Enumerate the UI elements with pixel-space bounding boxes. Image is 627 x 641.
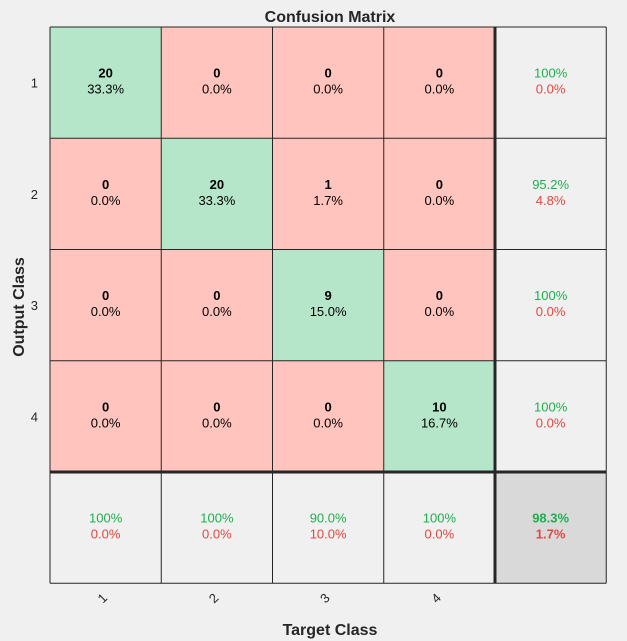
cell-count: 0 — [436, 288, 443, 303]
overall-accuracy: 98.3% — [532, 511, 569, 526]
col-summary-incorrect: 10.0% — [310, 527, 347, 542]
cell-count: 0 — [213, 66, 220, 81]
row-summary-cell — [495, 27, 607, 139]
y-tick-label: 4 — [31, 409, 38, 424]
cell-percent: 0.0% — [91, 304, 121, 319]
x-tick-label: 3 — [317, 590, 333, 606]
overall-cell — [495, 472, 607, 584]
col-summary-cell — [50, 472, 162, 584]
x-axis-label: Target Class — [283, 622, 378, 639]
cell-count: 20 — [210, 177, 224, 192]
row-summary-correct: 100% — [534, 288, 568, 303]
matrix-cell — [272, 138, 384, 250]
matrix-cell — [272, 249, 384, 361]
cell-percent: 0.0% — [202, 304, 232, 319]
col-summary-correct: 100% — [200, 511, 234, 526]
matrix-cell — [161, 360, 273, 472]
row-summary-cell — [495, 360, 607, 472]
cell-count: 10 — [432, 399, 446, 414]
matrix-cell — [161, 138, 273, 250]
cell-count: 0 — [213, 288, 220, 303]
cell-percent: 0.0% — [425, 193, 455, 208]
row-summary-correct: 95.2% — [532, 177, 569, 192]
matrix-cell — [272, 360, 384, 472]
col-summary-incorrect: 0.0% — [202, 527, 232, 542]
chart-title: Confusion Matrix — [265, 9, 396, 26]
row-summary-cell — [495, 249, 607, 361]
matrix-cell — [383, 27, 495, 139]
tick-labels: 1 2 3 4 1 2 3 4 — [31, 76, 444, 606]
y-tick-label: 1 — [31, 76, 38, 91]
cell-percent: 0.0% — [313, 415, 343, 430]
cell-count: 0 — [102, 399, 109, 414]
cell-percent: 15.0% — [310, 304, 347, 319]
matrix-cell — [272, 27, 384, 139]
cell-count: 0 — [436, 177, 443, 192]
matrix-cell — [161, 249, 273, 361]
row-summary-cell — [495, 138, 607, 250]
cell-count: 9 — [325, 288, 332, 303]
row-summary-correct: 100% — [534, 399, 568, 414]
x-tick-label: 2 — [206, 590, 222, 606]
cell-percent: 33.3% — [87, 82, 124, 97]
matrix-cell — [383, 249, 495, 361]
col-summary-cell — [161, 472, 273, 584]
cell-percent: 0.0% — [425, 82, 455, 97]
cell-count: 0 — [213, 399, 220, 414]
matrix-cell — [383, 360, 495, 472]
col-summary-correct: 100% — [423, 511, 457, 526]
matrix-cell — [50, 27, 162, 139]
col-summary-cell — [383, 472, 495, 584]
matrix-cell — [383, 138, 495, 250]
row-summary-incorrect: 0.0% — [536, 415, 566, 430]
cell-percent: 0.0% — [91, 193, 121, 208]
cell-percent: 0.0% — [202, 82, 232, 97]
cell-percent: 0.0% — [91, 415, 121, 430]
cell-percent: 0.0% — [425, 304, 455, 319]
matrix-cell — [50, 249, 162, 361]
y-tick-label: 2 — [31, 187, 38, 202]
cell-percent: 0.0% — [202, 415, 232, 430]
cell-count: 0 — [325, 66, 332, 81]
cell-count: 1 — [325, 177, 332, 192]
y-axis-label: Output Class — [11, 257, 28, 357]
col-summary-incorrect: 0.0% — [91, 527, 121, 542]
x-tick-label: 4 — [428, 590, 444, 606]
col-summary-correct: 100% — [89, 511, 123, 526]
col-summary-correct: 90.0% — [310, 511, 347, 526]
cell-percent: 33.3% — [198, 193, 235, 208]
cell-count: 0 — [102, 177, 109, 192]
cell-percent: 1.7% — [313, 193, 343, 208]
cell-count: 20 — [98, 66, 112, 81]
cell-count: 0 — [325, 399, 332, 414]
matrix-grid — [49, 26, 607, 584]
matrix-cells: 2033.3%00.0%00.0%00.0%00.0%2033.3%11.7%0… — [50, 27, 607, 584]
row-summary-correct: 100% — [534, 66, 568, 81]
y-tick-label: 3 — [31, 298, 38, 313]
cell-percent: 0.0% — [313, 82, 343, 97]
matrix-cell — [161, 27, 273, 139]
col-summary-incorrect: 0.0% — [425, 527, 455, 542]
cell-count: 0 — [102, 288, 109, 303]
col-summary-cell — [272, 472, 384, 584]
row-summary-incorrect: 4.8% — [536, 193, 566, 208]
row-summary-incorrect: 0.0% — [536, 304, 566, 319]
cell-percent: 16.7% — [421, 415, 458, 430]
overall-error: 1.7% — [536, 527, 566, 542]
matrix-cell — [50, 360, 162, 472]
x-tick-label: 1 — [95, 590, 111, 606]
matrix-cell — [50, 138, 162, 250]
row-summary-incorrect: 0.0% — [536, 82, 566, 97]
cell-count: 0 — [436, 66, 443, 81]
